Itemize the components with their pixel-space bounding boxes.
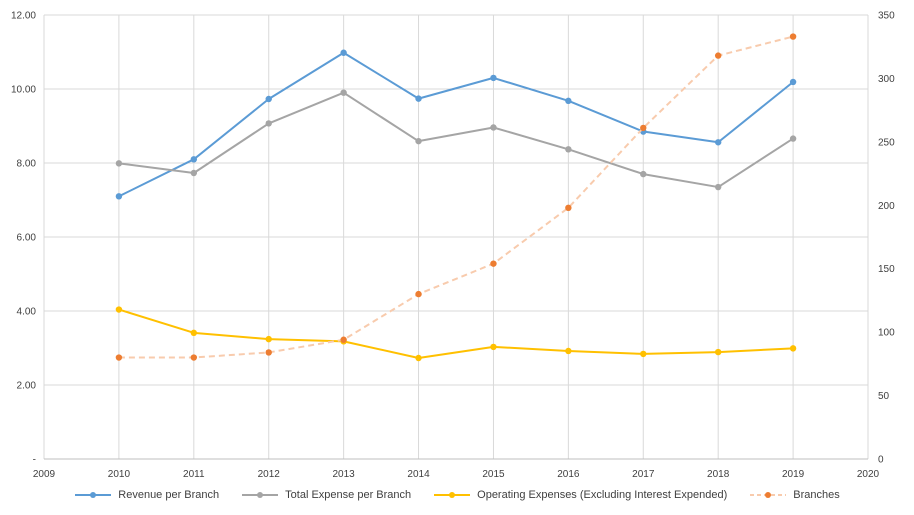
x-tick-label: 2017 [632, 469, 655, 480]
data-point-series-3 [415, 290, 422, 298]
data-point-series-3 [714, 52, 722, 59]
y-right-tick-label: 100 [878, 328, 895, 339]
data-point-series-3 [565, 204, 572, 212]
y-left-tick-label: - [33, 455, 36, 466]
legend-item-branches: Branches [749, 489, 840, 501]
data-point-series-0 [565, 97, 572, 105]
x-tick-label: 2010 [108, 469, 131, 480]
data-point-series-1 [415, 137, 422, 145]
data-point-series-2 [115, 306, 123, 313]
data-point-series-3 [340, 336, 347, 343]
data-point-series-1 [265, 120, 272, 127]
legend-label-branches: Branches [793, 489, 840, 501]
x-tick-label: 2015 [482, 469, 505, 480]
series-line-0 [118, 51, 794, 198]
data-point-series-1 [190, 169, 198, 177]
legend-label-revenue: Revenue per Branch [118, 489, 220, 501]
data-point-series-1 [490, 124, 497, 131]
series-line-1 [118, 91, 794, 189]
data-point-series-2 [490, 343, 497, 351]
legend-marker-branches [750, 492, 787, 498]
legend-item-total-expense: Total Expense per Branch [241, 489, 411, 501]
data-point-series-2 [714, 348, 722, 356]
data-point-series-1 [340, 89, 347, 96]
series-line-3 [118, 35, 794, 359]
y-right-tick-label: 50 [878, 391, 890, 402]
y-left-tick-label: 6.00 [17, 233, 37, 244]
data-point-series-3 [265, 349, 272, 356]
data-point-series-0 [190, 156, 198, 163]
x-tick-label: 2020 [857, 469, 880, 480]
data-point-series-0 [415, 95, 422, 102]
data-point-series-1 [789, 135, 797, 142]
legend-item-revenue: Revenue per Branch [74, 489, 219, 501]
y-left-tick-label: 10.00 [11, 85, 36, 96]
data-point-series-1 [115, 160, 123, 167]
y-right-tick-label: 300 [878, 74, 895, 85]
data-point-series-0 [265, 95, 272, 103]
data-point-series-1 [565, 146, 572, 153]
data-point-series-1 [640, 170, 647, 178]
y-right-tick-label: 200 [878, 201, 895, 212]
data-point-series-0 [714, 139, 722, 146]
data-point-series-3 [490, 260, 497, 267]
legend-marker-revenue [75, 492, 112, 498]
y-right-tick-label: 0 [878, 455, 884, 466]
data-point-series-2 [190, 329, 198, 337]
data-point-series-2 [565, 347, 572, 355]
data-point-series-2 [789, 345, 797, 352]
x-tick-label: 2019 [782, 469, 805, 480]
legend-label-total-expense: Total Expense per Branch [285, 489, 412, 501]
series-line-2 [118, 308, 794, 359]
x-tick-label: 2016 [557, 469, 580, 480]
y-right-tick-label: 150 [878, 264, 895, 275]
x-tick-label: 2013 [333, 469, 356, 480]
data-point-series-3 [115, 354, 123, 361]
legend: Revenue per Branch Total Expense per Bra… [0, 485, 914, 505]
data-point-series-3 [640, 124, 647, 132]
data-point-series-0 [115, 193, 123, 200]
x-tick-label: 2018 [707, 469, 730, 480]
data-point-series-3 [789, 33, 797, 40]
y-right-tick-label: 250 [878, 137, 895, 148]
legend-label-operating-expenses: Operating Expenses (Excluding Interest E… [477, 489, 728, 501]
y-left-tick-label: 8.00 [17, 159, 37, 170]
data-point-series-2 [640, 350, 647, 358]
x-tick-label: 2012 [258, 469, 281, 480]
legend-item-operating-expenses: Operating Expenses (Excluding Interest E… [433, 489, 727, 501]
legend-marker-total-expense [242, 492, 279, 498]
x-tick-label: 2009 [33, 469, 56, 480]
data-point-series-1 [714, 183, 722, 191]
y-left-tick-label: 2.00 [17, 381, 37, 392]
data-point-series-0 [789, 78, 797, 86]
y-left-tick-label: 12.00 [11, 11, 36, 22]
x-tick-label: 2011 [183, 469, 205, 480]
data-point-series-0 [340, 49, 347, 56]
data-point-series-3 [190, 354, 198, 361]
legend-marker-operating-expenses [434, 492, 471, 498]
data-point-series-0 [490, 74, 497, 82]
y-right-tick-label: 350 [878, 11, 895, 22]
x-tick-label: 2014 [407, 469, 430, 480]
data-point-series-2 [415, 354, 422, 362]
data-point-series-2 [265, 335, 272, 343]
line-chart: - 2.00 4.00 6.00 8.00 10.00 12.00 0 50 100 150 200 2… [11, 11, 895, 481]
y-left-tick-label: 4.00 [17, 307, 37, 318]
